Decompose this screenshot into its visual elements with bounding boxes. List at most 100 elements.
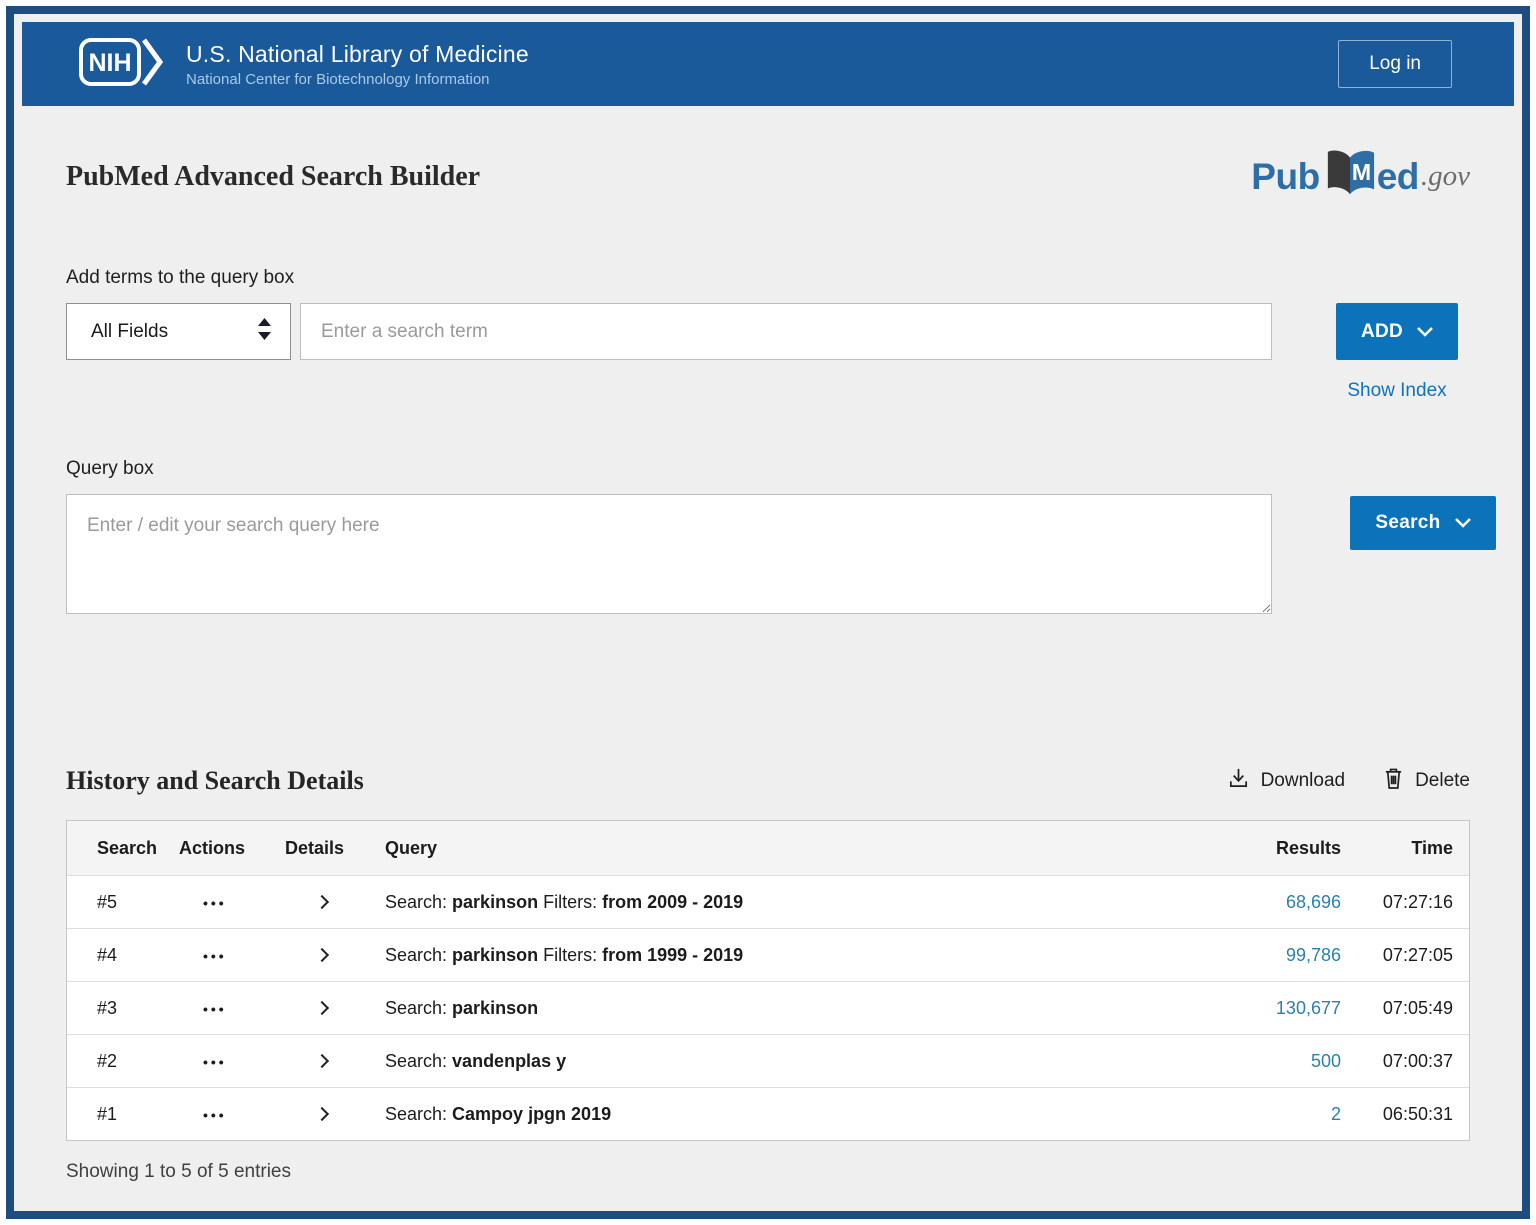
query-prefix: Search: xyxy=(385,945,452,965)
search-button[interactable]: Search xyxy=(1350,496,1496,550)
history-header-row: History and Search Details Download xyxy=(66,766,1470,796)
chevron-right-icon xyxy=(315,1000,329,1014)
details-expand-button[interactable] xyxy=(311,891,333,914)
results-cell: 500 xyxy=(1181,1051,1341,1072)
actions-menu-button[interactable]: ••• xyxy=(203,948,227,964)
field-select-value: All Fields xyxy=(91,321,168,343)
updown-arrows-icon xyxy=(257,317,272,347)
pubmed-logo[interactable]: Pub M ed .gov xyxy=(1251,148,1470,205)
query-term: parkinson xyxy=(452,945,538,965)
column-header-actions: Actions xyxy=(179,838,285,859)
query-term: Campoy jpgn 2019 xyxy=(452,1104,611,1124)
results-cell: 130,677 xyxy=(1181,998,1341,1019)
query-filters-value: from 1999 - 2019 xyxy=(602,945,743,965)
table-row: #4 ••• Search: parkinson Filters: from 1… xyxy=(67,928,1469,981)
title-row: PubMed Advanced Search Builder Pub M ed … xyxy=(66,148,1470,205)
add-button-label: ADD xyxy=(1361,321,1403,343)
trash-icon xyxy=(1383,767,1404,796)
details-expand-button[interactable] xyxy=(311,1050,333,1073)
add-button[interactable]: ADD xyxy=(1336,303,1458,360)
chevron-down-icon xyxy=(1455,512,1471,534)
column-header-time: Time xyxy=(1341,838,1453,859)
search-button-column: Search xyxy=(1324,494,1470,550)
results-count-link[interactable]: 68,696 xyxy=(1286,892,1341,912)
time-cell: 06:50:31 xyxy=(1341,1104,1453,1125)
details-cell xyxy=(285,944,385,967)
query-cell: Search: parkinson xyxy=(385,998,1181,1019)
header-subtitle: National Center for Biotechnology Inform… xyxy=(186,71,529,88)
results-count-link[interactable]: 130,677 xyxy=(1276,998,1341,1018)
query-term: parkinson xyxy=(452,892,538,912)
page-title: PubMed Advanced Search Builder xyxy=(66,161,480,193)
details-cell xyxy=(285,1050,385,1073)
query-prefix: Search: xyxy=(385,1104,452,1124)
table-row: #5 ••• Search: parkinson Filters: from 2… xyxy=(67,875,1469,928)
actions-cell: ••• xyxy=(179,998,285,1019)
time-cell: 07:27:16 xyxy=(1341,892,1453,913)
page-frame: NIH U.S. National Library of Medicine Na… xyxy=(6,6,1530,1219)
page: NIH U.S. National Library of Medicine Na… xyxy=(0,0,1536,1225)
delete-button[interactable]: Delete xyxy=(1383,767,1470,796)
details-expand-button[interactable] xyxy=(311,944,333,967)
actions-cell: ••• xyxy=(179,1051,285,1072)
field-select[interactable]: All Fields xyxy=(66,303,291,360)
actions-menu-button[interactable]: ••• xyxy=(203,1001,227,1017)
search-number: #4 xyxy=(83,945,179,966)
add-terms-row: All Fields ADD xyxy=(66,303,1470,402)
download-button[interactable]: Download xyxy=(1227,767,1346,796)
svg-text:M: M xyxy=(1352,159,1371,185)
query-cell: Search: parkinson Filters: from 2009 - 2… xyxy=(385,892,1181,913)
query-prefix: Search: xyxy=(385,1051,452,1071)
column-header-results: Results xyxy=(1181,838,1341,859)
history-table: Search Actions Details Query Results Tim… xyxy=(66,820,1470,1141)
search-number: #1 xyxy=(83,1104,179,1125)
details-expand-button[interactable] xyxy=(311,1103,333,1126)
table-header-row: Search Actions Details Query Results Tim… xyxy=(67,821,1469,875)
column-header-search: Search xyxy=(83,838,179,859)
query-term: parkinson xyxy=(452,998,538,1018)
query-cell: Search: Campoy jpgn 2019 xyxy=(385,1104,1181,1125)
details-cell xyxy=(285,1103,385,1126)
pubmed-logo-gov: .gov xyxy=(1421,160,1470,193)
show-index-link[interactable]: Show Index xyxy=(1347,380,1446,402)
actions-menu-button[interactable]: ••• xyxy=(203,1107,227,1123)
results-count-link[interactable]: 500 xyxy=(1311,1051,1341,1071)
query-cell: Search: vandenplas y xyxy=(385,1051,1181,1072)
results-count-link[interactable]: 2 xyxy=(1331,1104,1341,1124)
results-cell: 99,786 xyxy=(1181,945,1341,966)
actions-cell: ••• xyxy=(179,892,285,913)
login-button[interactable]: Log in xyxy=(1338,40,1452,88)
query-cell: Search: parkinson Filters: from 1999 - 2… xyxy=(385,945,1181,966)
query-box-textarea[interactable] xyxy=(66,494,1272,614)
main-content: PubMed Advanced Search Builder Pub M ed … xyxy=(14,148,1522,1183)
results-cell: 2 xyxy=(1181,1104,1341,1125)
results-cell: 68,696 xyxy=(1181,892,1341,913)
delete-label: Delete xyxy=(1415,770,1470,792)
header-titles: U.S. National Library of Medicine Nation… xyxy=(186,41,529,88)
nih-logo-icon: NIH xyxy=(78,35,166,94)
query-filters-label: Filters: xyxy=(538,892,602,912)
pubmed-logo-ed: ed xyxy=(1377,156,1419,198)
actions-menu-button[interactable]: ••• xyxy=(203,1054,227,1070)
table-row: #1 ••• Search: Campoy jpgn 2019 2 06:50:… xyxy=(67,1087,1469,1140)
search-term-input[interactable] xyxy=(300,303,1272,360)
results-count-link[interactable]: 99,786 xyxy=(1286,945,1341,965)
column-header-details: Details xyxy=(285,838,385,859)
nih-home-link[interactable]: NIH U.S. National Library of Medicine Na… xyxy=(78,35,529,94)
history-actions: Download Delete xyxy=(1227,767,1470,796)
table-row: #3 ••• Search: parkinson 130,677 07:05:4… xyxy=(67,981,1469,1034)
actions-cell: ••• xyxy=(179,945,285,966)
details-expand-button[interactable] xyxy=(311,997,333,1020)
search-number: #5 xyxy=(83,892,179,913)
pubmed-logo-pub: Pub xyxy=(1251,156,1319,198)
time-cell: 07:00:37 xyxy=(1341,1051,1453,1072)
actions-menu-button[interactable]: ••• xyxy=(203,895,227,911)
details-cell xyxy=(285,891,385,914)
download-icon xyxy=(1227,767,1250,796)
time-cell: 07:27:05 xyxy=(1341,945,1453,966)
search-number: #2 xyxy=(83,1051,179,1072)
history-title: History and Search Details xyxy=(66,766,364,796)
actions-cell: ••• xyxy=(179,1104,285,1125)
query-filters-value: from 2009 - 2019 xyxy=(602,892,743,912)
time-cell: 07:05:49 xyxy=(1341,998,1453,1019)
